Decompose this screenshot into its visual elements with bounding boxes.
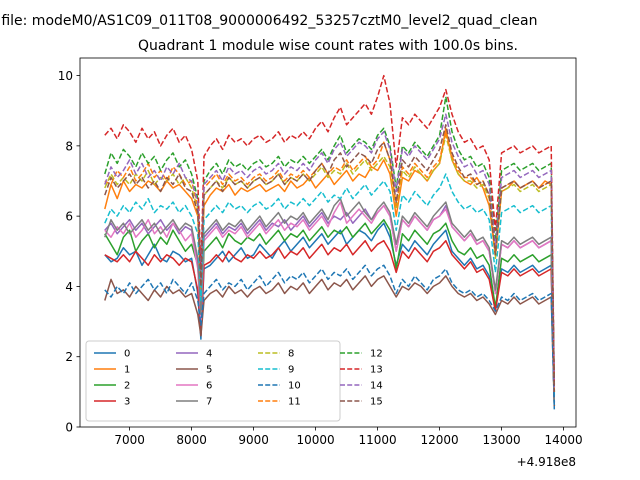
series-line-5 <box>104 275 556 406</box>
legend-label-9: 9 <box>288 365 294 376</box>
y-tick-label: 0 <box>65 421 73 435</box>
y-tick-label: 6 <box>65 210 73 224</box>
y-tick-label: 10 <box>58 69 73 83</box>
x-tick-label: 13000 <box>483 433 521 447</box>
series-line-0 <box>104 222 556 410</box>
legend-label-2: 2 <box>124 381 130 392</box>
chart-title: Quadrant 1 module wise count rates with … <box>138 38 518 54</box>
legend-label-7: 7 <box>206 397 212 408</box>
plot-area: 7000 8000 9000 10000 11000 12000 13000 14000 0 2 4… <box>58 57 583 447</box>
series-line-2 <box>104 218 556 406</box>
series-line-3 <box>104 239 556 406</box>
x-axis-offset-label: +4.918e8 <box>517 455 576 469</box>
legend-label-10: 10 <box>288 381 301 392</box>
legend-label-14: 14 <box>370 381 383 392</box>
x-tick-label: 8000 <box>176 433 207 447</box>
legend-label-0: 0 <box>124 349 130 360</box>
legend-label-5: 5 <box>206 365 212 376</box>
x-tick-label: 10000 <box>297 433 335 447</box>
legend-label-4: 4 <box>206 349 212 360</box>
series-line-9 <box>104 173 556 396</box>
x-tick-label: 7000 <box>114 433 145 447</box>
series-line-14 <box>104 113 556 389</box>
y-tick-label: 8 <box>65 139 73 153</box>
series-line-6 <box>104 201 556 403</box>
series-line-15 <box>104 124 556 392</box>
figure-suptitle: n file: modeM0/AS1C09_011T08_9000006492_… <box>0 13 537 29</box>
x-tick-label: 14000 <box>545 433 583 447</box>
axes-layer: 7000 8000 9000 10000 11000 12000 13000 14000 0 2 4… <box>58 69 583 447</box>
x-tick-label: 12000 <box>421 433 459 447</box>
series-line-13 <box>104 74 556 385</box>
series-layer <box>104 74 556 410</box>
legend-label-8: 8 <box>288 349 294 360</box>
series-line-10 <box>104 264 556 406</box>
x-tick-label: 9000 <box>238 433 269 447</box>
legend-label-1: 1 <box>124 365 130 376</box>
series-line-12 <box>104 95 556 389</box>
legend-label-3: 3 <box>124 397 130 408</box>
axes-frame <box>79 57 577 428</box>
legend-label-15: 15 <box>370 397 383 408</box>
y-tick-label: 4 <box>65 280 73 294</box>
x-tick-label: 11000 <box>359 433 397 447</box>
legend-label-12: 12 <box>370 349 383 360</box>
legend-label-11: 11 <box>288 397 301 408</box>
legend-label-6: 6 <box>206 381 212 392</box>
legend-label-13: 13 <box>370 365 383 376</box>
series-line-7 <box>104 197 556 403</box>
y-tick-label: 2 <box>65 350 73 364</box>
series-line-8 <box>104 134 556 392</box>
